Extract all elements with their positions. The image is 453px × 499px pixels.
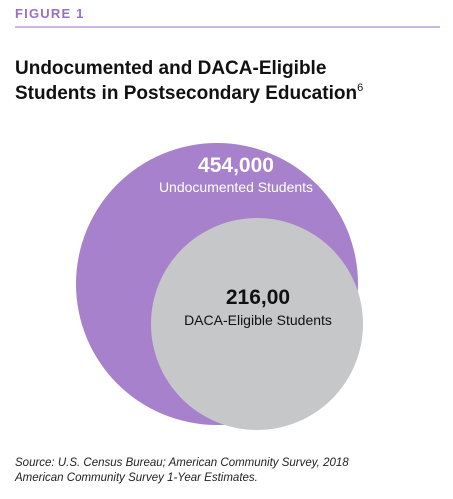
title-line: Undocumented and DACA-Eligible [15, 58, 326, 79]
outer-number: 454,000 [198, 154, 274, 177]
source-line: Source: U.S. Census Bureau; American Com… [15, 457, 349, 469]
inner-label: DACA-Eligible Students [184, 312, 332, 328]
inner-number: 216,00 [226, 286, 290, 309]
title-line: Students in Postsecondary Education6 [15, 82, 363, 104]
figure-label: FIGURE 1 [15, 6, 85, 21]
title-text: Students in Postsecondary Education [15, 83, 357, 104]
inner-circle [151, 218, 363, 430]
outer-label: Undocumented Students [159, 179, 313, 195]
source-line: American Community Survey 1-Year Estimat… [14, 472, 258, 484]
footnote-mark: 6 [357, 82, 363, 94]
